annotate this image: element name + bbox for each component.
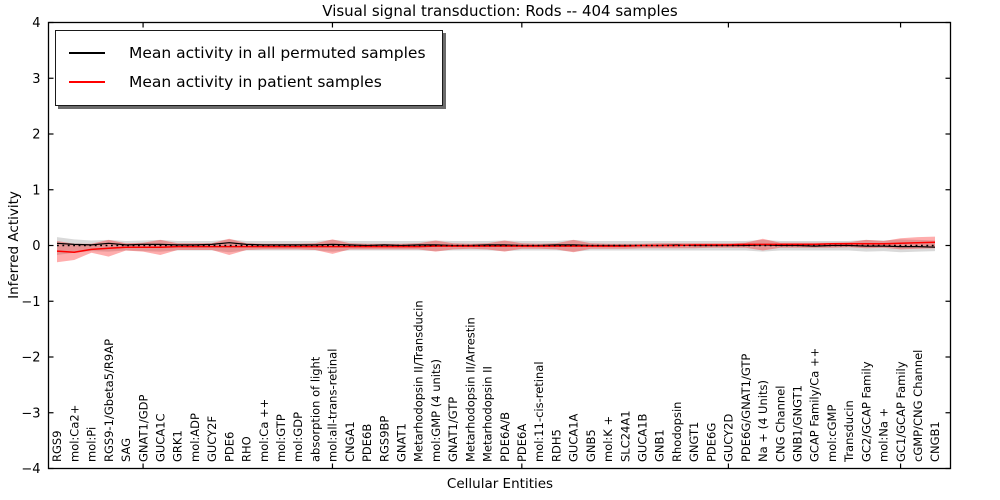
x-tick-label: Transducin — [842, 400, 856, 463]
x-tick-label: RDH5 — [550, 429, 564, 462]
x-tick-label: Metarhodopsin II — [481, 366, 495, 462]
legend-item-permuted: Mean activity in all permuted samples — [69, 38, 426, 67]
x-tick-label: RGS9-1/Gbeta5/R9AP — [102, 339, 116, 462]
y-tick-label: 4 — [32, 16, 40, 31]
y-tick-label: 0 — [32, 239, 40, 254]
x-tick-label: CNGA1 — [343, 421, 357, 462]
x-axis-label: Cellular Entities — [446, 476, 554, 492]
x-tick-label: GRK1 — [171, 430, 185, 462]
x-tick-label: mol:11-cis-retinal — [532, 361, 546, 462]
y-tick-label: −1 — [21, 295, 40, 310]
x-tick-label: mol:K + — [601, 416, 615, 462]
x-tick-label: mol:cGMP — [825, 405, 839, 462]
y-tick-label: −3 — [21, 406, 40, 421]
black-line-sample — [69, 51, 105, 54]
legend: Mean activity in all permuted samples Me… — [55, 30, 443, 106]
x-tick-label: SAG — [119, 438, 133, 462]
legend-label-permuted: Mean activity in all permuted samples — [129, 43, 426, 62]
x-tick-label: mol:ADP — [188, 413, 202, 462]
y-axis-label: Inferred Activity — [6, 191, 22, 299]
x-tick-label: GNGT1 — [687, 422, 701, 462]
x-tick-label: GC2/GCAP Family — [859, 361, 873, 462]
x-tick-label: GNAT1/GDP — [136, 395, 150, 462]
x-tick-label: Metarhodopsin II/Arrestin — [463, 317, 477, 462]
patient-samples-range-band — [57, 236, 935, 263]
x-tick-label: GNB1/GNGT1 — [791, 385, 805, 462]
y-tick-label: 3 — [32, 72, 40, 87]
chart-title: Visual signal transduction: Rods -- 404 … — [322, 2, 678, 20]
y-tick-labels: 4 3 2 1 0 −1 −2 −3 −4 — [21, 16, 40, 477]
x-tick-labels: RGS9 mol:Ca2+ mol:Pi RGS9-1/Gbeta5/R9AP SAG G… — [50, 300, 942, 463]
x-tick-label: RGS9 — [50, 430, 64, 462]
x-tick-label: GUCA1C — [154, 413, 168, 462]
x-tick-label: mol:Ca ++ — [257, 399, 271, 462]
y-tick-label: −2 — [21, 351, 40, 366]
x-tick-label: RHO — [240, 436, 254, 462]
y-tick-label: 2 — [32, 128, 40, 143]
x-tick-label: GNB5 — [584, 429, 598, 462]
red-line-sample — [69, 80, 105, 83]
x-tick-label: mol:all-trans-retinal — [326, 349, 340, 462]
x-tick-label: Rhodopsin — [670, 402, 684, 462]
x-tick-label: GNAT1 — [395, 423, 409, 462]
x-tick-label: Metarhodopsin II/Transducin — [412, 300, 426, 462]
x-tick-label: PDE6A — [515, 424, 529, 462]
x-tick-label: SLC24A1 — [618, 410, 632, 462]
x-tick-label: mol:Pi — [85, 427, 99, 462]
x-tick-label: mol:Na + — [877, 408, 891, 462]
x-tick-label: GCAP Family/Ca ++ — [808, 348, 822, 462]
x-tick-label: cGMP/CNG Channel — [911, 350, 925, 462]
x-tick-label: GNB1 — [653, 429, 667, 462]
confidence-bands — [57, 236, 935, 263]
x-tick-label: RGS9BP — [377, 416, 391, 462]
axis-ticks — [48, 21, 951, 470]
x-tick-label: PDE6G — [704, 423, 718, 462]
x-tick-label: GUCA1A — [567, 413, 581, 462]
y-tick-label: −4 — [21, 462, 40, 477]
x-tick-label: PDE6 — [222, 432, 236, 462]
x-tick-label: CNGB1 — [928, 421, 942, 462]
x-tick-label: mol:GDP — [291, 412, 305, 462]
x-tick-label: mol:GTP — [274, 414, 288, 462]
x-tick-label: Na + (4 Units) — [756, 380, 770, 462]
x-tick-label: PDE6G/GNAT1/GTP — [739, 354, 753, 462]
x-tick-label: GUCA1B — [636, 413, 650, 462]
x-tick-label: GC1/GCAP Family — [894, 361, 908, 462]
x-tick-label: GNAT1/GTP — [446, 397, 460, 462]
x-tick-label: GUCY2F — [205, 416, 219, 462]
x-tick-label: PDE6A/B — [498, 412, 512, 462]
x-tick-label: CNG Channel — [773, 386, 787, 462]
x-tick-label: PDE6B — [360, 424, 374, 462]
x-tick-label: GUCY2D — [722, 414, 736, 462]
x-tick-label: mol:Ca2+ — [67, 405, 81, 462]
legend-item-patient: Mean activity in patient samples — [69, 67, 426, 96]
legend-label-patient: Mean activity in patient samples — [129, 72, 382, 91]
x-tick-label: mol:GMP (4 units) — [429, 359, 443, 462]
y-tick-label: 1 — [32, 183, 40, 198]
x-tick-label: absorption of light — [308, 356, 322, 462]
